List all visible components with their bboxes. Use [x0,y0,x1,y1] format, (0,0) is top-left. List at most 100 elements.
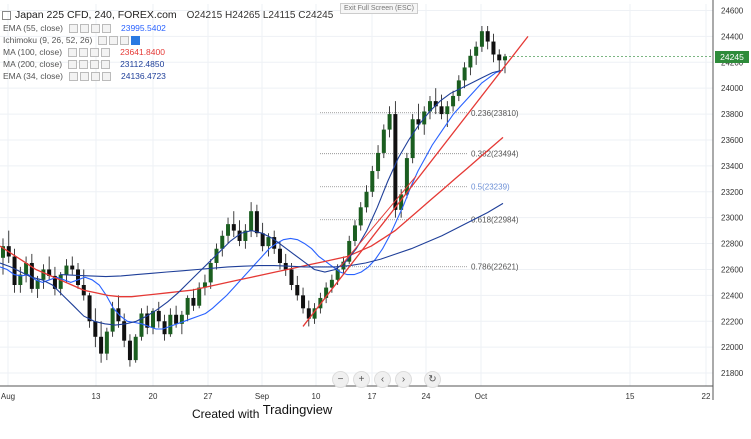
fib-level-label: 0.382(23494) [471,150,519,159]
candle-body [93,321,98,337]
candle-body [335,269,340,280]
candle-body [272,237,277,249]
candle-body [445,106,450,115]
candle-body [185,297,190,315]
scroll-right-button[interactable]: › [395,371,412,388]
indicator-row[interactable]: Ichimoku (9, 26, 52, 26) [3,35,141,45]
exit-fullscreen-button[interactable]: Exit Full Screen (ESC) [340,3,419,14]
more-icon[interactable] [102,71,111,81]
x-tick-label: 10 [312,392,321,401]
indicator-buttons [68,47,111,57]
candle-body [249,211,254,231]
series-line [59,202,504,278]
indicator-row[interactable]: EMA (34, close) 24136.4723 [3,71,166,81]
indicator-row[interactable]: MA (200, close) 23112.4850 [3,59,164,69]
candle-body [64,265,69,275]
x-tick-label: 27 [204,392,213,401]
candle-body [301,295,306,309]
close-icon[interactable] [91,23,100,33]
candle-body [485,31,490,42]
x-tick-label: 20 [149,392,158,401]
indicator-label: EMA (34, close) [3,71,63,81]
candle-body [12,256,17,285]
indicator-value: 23641.8400 [120,47,165,57]
x-tick-label: 13 [92,392,101,401]
eye-icon[interactable] [68,47,78,57]
indicator-value: 24136.4723 [121,71,166,81]
candle-body [376,152,381,172]
candle-body [179,314,184,324]
more-icon[interactable] [101,47,111,57]
candle-body [29,262,34,289]
candle-body [266,237,271,247]
scroll-left-button[interactable]: ‹ [374,371,391,388]
candle-body [87,295,92,322]
zoom-out-button[interactable]: − [332,371,349,388]
candle-body [387,114,392,130]
candle-body [151,310,156,328]
candle-body [289,269,294,285]
indicator-label: Ichimoku (9, 26, 52, 26) [3,35,93,45]
candle-body [35,279,40,289]
x-tick-label: 22 [702,392,711,401]
settings-icon[interactable] [80,23,89,33]
y-tick-label: 22800 [721,240,744,249]
candle-body [427,101,432,112]
candle-body [99,336,104,354]
candle-body [364,191,369,208]
candle-body [226,224,231,236]
y-tick-label: 21800 [721,369,744,378]
indicator-value: 23995.5402 [121,23,166,33]
candle-body [133,336,138,361]
close-icon[interactable] [90,47,100,57]
eye-icon[interactable] [68,59,78,69]
candle-body [104,331,109,354]
candle-body [456,80,461,96]
candle-body [162,321,167,335]
candle-body [312,308,317,319]
y-tick-label: 23400 [721,162,744,171]
indicator-row[interactable]: MA (100, close) 23641.8400 [3,47,165,57]
y-tick-label: 23600 [721,136,744,145]
x-tick-label: 24 [422,392,431,401]
collapse-icon[interactable] [2,10,11,20]
close-icon[interactable] [91,71,100,81]
candle-body [416,119,421,125]
tradingview-brand[interactable]: Tradingview [262,402,333,417]
candle-body [202,282,207,288]
candle-body [220,235,225,249]
candle-body [352,225,357,241]
candle-body [479,31,484,47]
eye-icon[interactable] [98,35,108,45]
eye-icon[interactable] [69,71,78,81]
candle-body [474,46,479,56]
series-line [0,69,504,330]
candle-body [439,106,444,115]
eye-icon[interactable] [69,23,78,33]
candle-body [145,313,150,328]
x-tick-label: 17 [368,392,377,401]
y-tick-label: 23000 [721,214,744,223]
more-icon[interactable] [131,35,141,45]
settings-icon[interactable] [109,35,119,45]
y-tick-label: 23800 [721,110,744,119]
candle-body [399,194,404,210]
candle-body [404,158,409,195]
zoom-in-button[interactable]: + [353,371,370,388]
settings-icon[interactable] [79,47,89,57]
candle-body [243,230,248,241]
y-tick-label: 22400 [721,291,744,300]
more-icon[interactable] [102,23,111,33]
close-icon[interactable] [120,35,130,45]
more-icon[interactable] [101,59,111,69]
candle-body [260,233,265,247]
candle-body [127,340,132,361]
trend-line [302,35,529,327]
reset-chart-button[interactable]: ↻ [424,371,441,388]
candle-body [237,230,242,241]
settings-icon[interactable] [80,71,89,81]
settings-icon[interactable] [79,59,89,69]
close-icon[interactable] [90,59,100,69]
indicator-row[interactable]: EMA (55, close) 23995.5402 [3,23,166,33]
